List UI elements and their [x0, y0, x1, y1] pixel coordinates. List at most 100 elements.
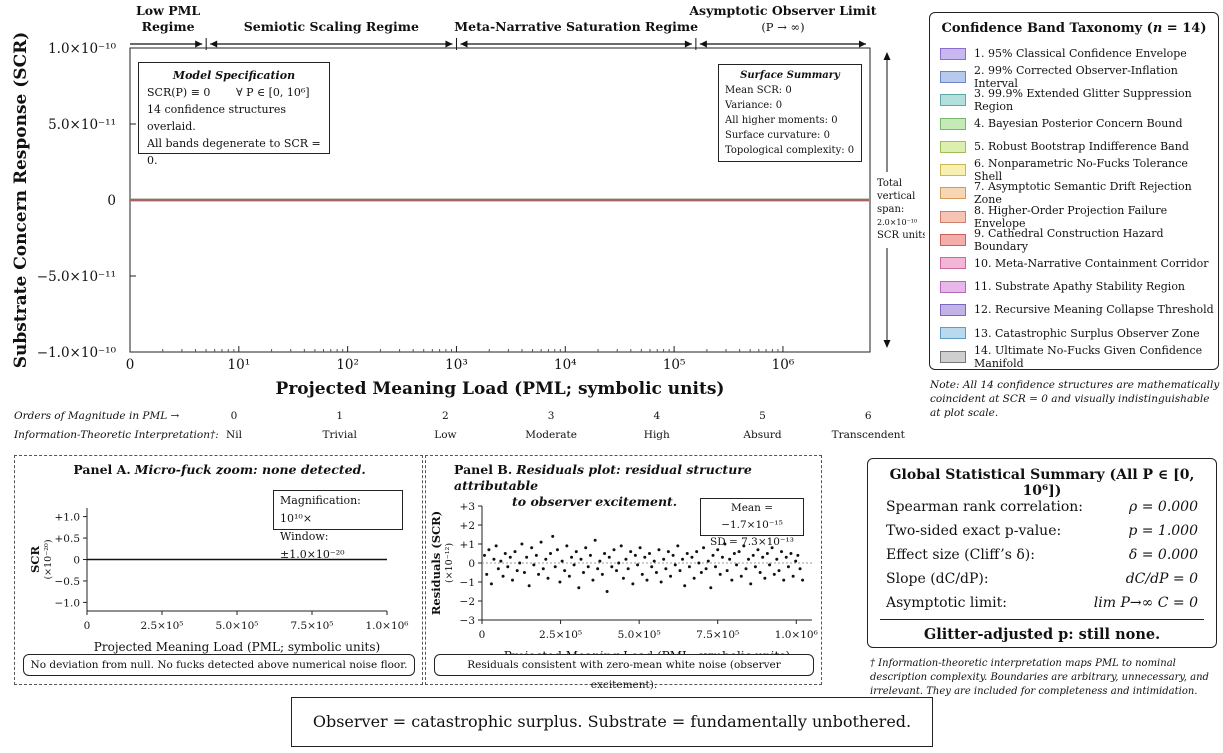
- residual-point: [492, 557, 496, 561]
- residual-point: [711, 553, 715, 557]
- panel-y-tick-label: −2: [460, 596, 475, 608]
- x-tick-label: 10¹: [228, 357, 251, 373]
- residual-point: [673, 563, 677, 567]
- surface-summary-line: Variance: 0: [725, 100, 783, 111]
- panel-a-magnification: Magnification: 10¹⁰×: [280, 494, 361, 525]
- residual-point: [657, 548, 661, 552]
- residual-point: [756, 548, 760, 552]
- residual-point: [735, 563, 739, 567]
- interpretation-value: Low: [434, 429, 457, 441]
- regime-label: Regime: [142, 19, 195, 34]
- legend-item: 5. Robust Bootstrap Indifference Band: [930, 135, 1218, 158]
- panel-b-sd: SD = 7.3×10⁻¹³: [710, 536, 794, 548]
- panel-x-tick-label: 5.0×10⁵: [618, 629, 661, 641]
- residual-point: [574, 550, 578, 554]
- residual-point: [742, 544, 746, 548]
- panel-x-tick-label: 1.0×10⁶: [365, 620, 408, 632]
- legend-swatch: [940, 327, 966, 340]
- residual-point: [789, 552, 793, 555]
- model-spec-line1: SCR(P) ≡ 0 ∀ P ∈ [0, 10⁶]: [147, 84, 321, 101]
- interpretation-row: Information-Theoretic Interpretation†: N…: [0, 429, 925, 445]
- panel-y-axis-label: SCR: [28, 546, 42, 573]
- span-annotation-line: vertical: [876, 191, 915, 202]
- residual-point: [600, 572, 604, 576]
- order-value: 5: [759, 410, 766, 422]
- regime-arrowhead: [699, 40, 707, 48]
- residual-point: [631, 582, 635, 586]
- residual-point: [607, 555, 611, 559]
- residual-point: [666, 550, 670, 554]
- global-summary-value: dC/dP = 0: [1125, 571, 1198, 587]
- regime-arrowhead: [195, 40, 203, 48]
- residual-point: [544, 557, 548, 561]
- legend-swatch: [940, 234, 966, 247]
- legend-swatch: [940, 350, 966, 363]
- x-tick-label: 10⁶: [772, 357, 795, 373]
- residual-point: [563, 569, 567, 573]
- residual-point: [546, 576, 550, 580]
- panel-y-tick-label: +0.5: [55, 533, 81, 545]
- residual-point: [798, 567, 802, 571]
- model-spec-title: Model Specification: [172, 69, 296, 82]
- residual-point: [591, 578, 595, 582]
- panel-x-tick-label: 0: [84, 620, 91, 632]
- residual-point: [560, 559, 564, 563]
- residual-point: [501, 574, 505, 578]
- residual-point: [676, 544, 680, 548]
- legend-item: 8. Higher-Order Projection Failure Envel…: [930, 203, 1218, 230]
- residual-point: [685, 552, 689, 555]
- residual-point: [723, 542, 727, 546]
- residual-point: [534, 553, 538, 557]
- residual-point: [551, 534, 555, 538]
- residual-point: [603, 552, 607, 555]
- span-annotation-line: span:: [877, 204, 904, 215]
- residual-point: [648, 552, 652, 555]
- model-spec-eq: SCR(P) ≡ 0: [147, 86, 211, 99]
- residual-point: [596, 567, 600, 571]
- regime-arrowhead: [460, 40, 468, 48]
- global-summary-label: Effect size (Cliff’s δ):: [886, 547, 1035, 563]
- x-axis-label: Projected Meaning Load (PML; symbolic un…: [276, 379, 725, 399]
- legend-title: Confidence Band Taxonomy (n = 14): [941, 21, 1207, 36]
- residual-point: [624, 557, 628, 561]
- regime-label: (P → ∞): [761, 20, 804, 34]
- residual-point: [621, 576, 625, 580]
- residual-point: [605, 590, 609, 593]
- global-summary-box: Global Statistical Summary (All P ∈ [0, …: [867, 458, 1217, 648]
- panel-y-tick-label: +1: [460, 539, 475, 551]
- residual-point: [579, 557, 583, 561]
- order-value: 4: [653, 410, 661, 422]
- residual-point: [619, 544, 623, 548]
- span-arrowhead-top: [883, 52, 891, 60]
- residual-point: [683, 584, 687, 588]
- interpretation-value: Transcendent: [831, 429, 905, 441]
- residual-point: [751, 553, 755, 557]
- panel-x-tick-label: 1.0×10⁶: [775, 629, 818, 641]
- legend-item: 9. Cathedral Construction Hazard Boundar…: [930, 227, 1218, 253]
- residual-point: [780, 550, 784, 554]
- legend-item: 13. Catastrophic Surplus Observer Zone: [930, 322, 1218, 345]
- order-value: 0: [230, 410, 238, 422]
- residual-point: [518, 561, 522, 565]
- order-value: 6: [864, 410, 872, 422]
- residual-point: [570, 555, 574, 559]
- legend-label: 8. Higher-Order Projection Failure Envel…: [974, 203, 1168, 230]
- global-summary-label: Spearman rank correlation:: [886, 499, 1083, 515]
- residual-point: [749, 582, 753, 586]
- residual-point: [720, 555, 724, 559]
- residual-point: [654, 571, 658, 574]
- legend-swatch: [940, 210, 966, 223]
- panel-a-caption: No deviation from null. No fucks detecte…: [23, 654, 415, 676]
- residual-point: [496, 567, 500, 571]
- legend-item: 2. 99% Corrected Observer-Inflation Inte…: [930, 64, 1218, 90]
- legend-label: 10. Meta-Narrative Containment Corridor: [974, 256, 1209, 270]
- global-summary-label: Slope (dC/dP):: [886, 571, 989, 587]
- panel-b-mean: Mean = −1.7×10⁻¹⁵: [721, 502, 783, 531]
- residual-point: [681, 557, 685, 561]
- residual-point: [671, 553, 675, 557]
- global-summary-row: Asymptotic limit: lim P→∞ C = 0: [868, 591, 1216, 615]
- global-summary-value: δ = 0.000: [1128, 547, 1198, 563]
- global-summary-value: ρ = 0.000: [1129, 499, 1198, 515]
- global-summary-value: lim P→∞ C = 0: [1093, 595, 1198, 611]
- legend-swatch: [940, 94, 966, 107]
